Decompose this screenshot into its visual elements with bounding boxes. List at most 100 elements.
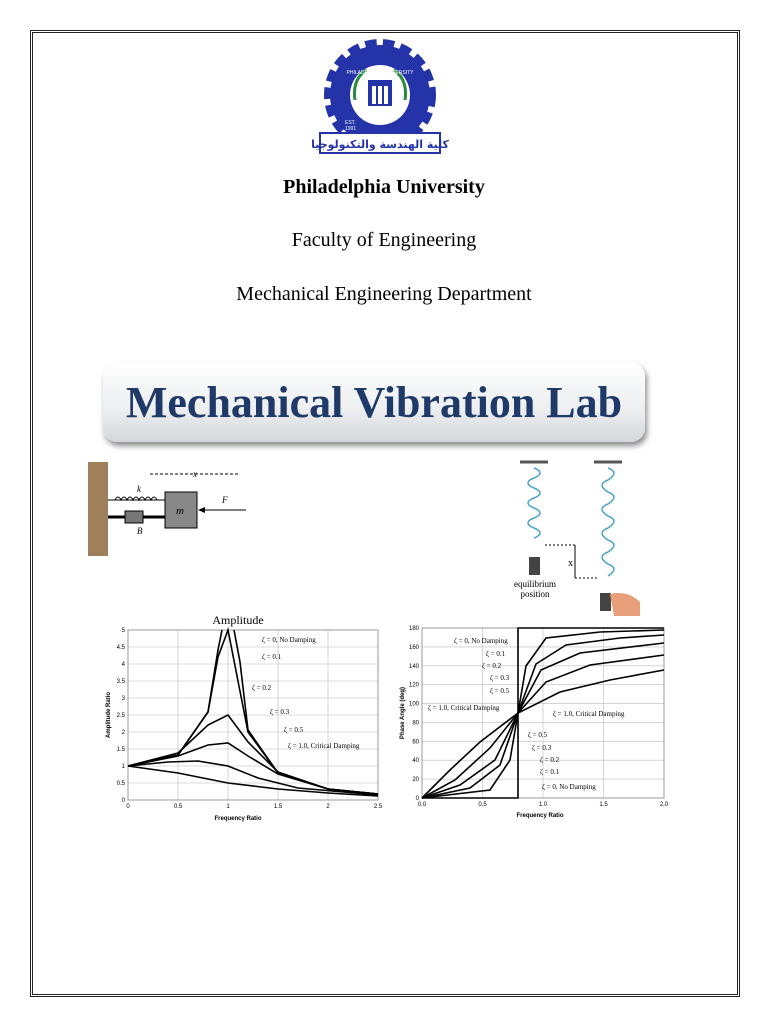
x-tick-label: 1.5 — [274, 804, 283, 810]
x-tick-label: 0.5 — [478, 802, 487, 808]
shape — [127, 629, 379, 801]
x-tick-label: 0.5 — [174, 804, 183, 810]
label: PHILADELPHIA UNIVERSITY — [347, 70, 415, 76]
shape — [384, 86, 388, 104]
x-tick-label: 1 — [226, 804, 230, 810]
shape — [378, 86, 382, 104]
label: F — [221, 495, 228, 505]
y-tick-label: 0 — [122, 798, 126, 804]
shape — [529, 557, 540, 575]
curve-label: ζ = 1.0, Critical Damping — [428, 704, 500, 712]
x-tick-label: 1.5 — [599, 802, 608, 808]
y-tick-label: 160 — [409, 645, 420, 651]
y-tick-label: 1.5 — [117, 747, 126, 753]
shape — [610, 593, 640, 616]
y-tick-label: 2.5 — [117, 713, 126, 719]
shape — [421, 629, 665, 799]
y-tick-label: 80 — [412, 720, 419, 726]
y-tick-label: 4 — [122, 662, 126, 668]
curve-label: ζ = 0.2 — [540, 756, 560, 764]
label: Frequency Ratio — [516, 813, 563, 819]
y-tick-label: 1 — [122, 764, 126, 770]
curve-label: ζ = 0.5 — [528, 731, 548, 739]
label: equilibrium — [514, 579, 556, 589]
shape — [127, 713, 379, 795]
label: position — [520, 589, 550, 599]
shape — [124, 510, 144, 524]
y-tick-label: 40 — [412, 758, 419, 764]
curve-label: ζ = 0.5 — [284, 726, 304, 734]
label: x — [568, 558, 573, 569]
shape — [527, 467, 541, 539]
shape — [164, 491, 198, 529]
spring-diagram: x equilibrium position — [514, 460, 640, 616]
label: Amplitude Ratio — [106, 692, 112, 738]
university: Philadelphia University — [283, 176, 485, 198]
faculty: Faculty of Engineering — [291, 229, 477, 251]
curve-label: ζ = 0.1 — [540, 768, 560, 776]
label: 1991 — [345, 126, 356, 132]
label: Frequency Ratio — [214, 816, 261, 822]
y-tick-label: 0 — [416, 796, 420, 802]
title: Mechanical Vibration Lab — [125, 377, 623, 427]
y-tick-label: 2 — [122, 730, 126, 736]
shape — [88, 462, 108, 556]
curve-label: ζ = 0.1 — [262, 653, 282, 661]
label: Phase Angle (deg) — [400, 687, 406, 739]
y-tick-label: 120 — [409, 683, 420, 689]
y-tick-label: 100 — [409, 702, 420, 708]
curve-label: ζ = 1.0, Critical Damping — [288, 742, 360, 750]
phase-figure: Frequency Ratio Phase Angle (deg) — [400, 627, 665, 819]
shape — [198, 507, 205, 513]
x-tick-label: 2.5 — [374, 804, 383, 810]
shape — [114, 496, 158, 502]
label: B — [137, 526, 143, 536]
y-tick-label: 60 — [412, 739, 419, 745]
label: m — [176, 505, 184, 517]
shape — [600, 593, 611, 611]
curve-label: ζ = 0.3 — [490, 674, 510, 682]
shape — [233, 629, 379, 795]
y-tick-label: 5 — [122, 628, 126, 634]
x-tick-label: 2 — [326, 804, 330, 810]
curve-label: ζ = 0, No Damping — [262, 636, 316, 644]
curve-label: ζ = 0.3 — [532, 744, 552, 752]
y-tick-label: 4.5 — [117, 645, 126, 651]
shape — [127, 765, 379, 797]
label: EST. — [345, 120, 356, 126]
label: x — [192, 469, 197, 479]
page-border — [30, 30, 740, 997]
x-tick-label: 2.0 — [660, 802, 669, 808]
curve-label: ζ = 0.3 — [270, 708, 290, 716]
shape — [127, 760, 379, 796]
shape — [601, 467, 615, 577]
label: Amplitude — [212, 613, 263, 627]
shape — [372, 86, 376, 104]
curve-label: ζ = 0.2 — [482, 662, 502, 670]
curve-label: ζ = 0.5 — [490, 687, 510, 695]
department: Mechanical Engineering Department — [236, 283, 532, 305]
label: k — [137, 484, 142, 494]
x-tick-label: 0 — [126, 804, 130, 810]
curve-label: ζ = 0, No Damping — [542, 783, 596, 791]
curve-label: ζ = 0.1 — [486, 650, 506, 658]
label: كلية الهندسة والتكنولوجيا — [311, 138, 449, 151]
curve-label: ζ = 0.2 — [252, 684, 272, 692]
x-tick-label: 1.0 — [539, 802, 548, 808]
shape — [421, 634, 665, 799]
shape — [421, 669, 665, 799]
logo: PHILADELPHIA UNIVERSITY EST. 1991 كلية ا… — [311, 39, 449, 154]
shape — [319, 132, 441, 154]
shape — [127, 627, 379, 795]
y-tick-label: 140 — [409, 664, 420, 670]
shape — [127, 627, 379, 797]
y-tick-label: 20 — [412, 777, 419, 783]
spring-mass-diagram: k m F B x — [88, 462, 246, 556]
curve-label: ζ = 1.0, Critical Damping — [553, 710, 625, 718]
shape — [421, 627, 665, 799]
y-tick-label: 0.5 — [117, 781, 126, 787]
shape — [127, 742, 379, 795]
